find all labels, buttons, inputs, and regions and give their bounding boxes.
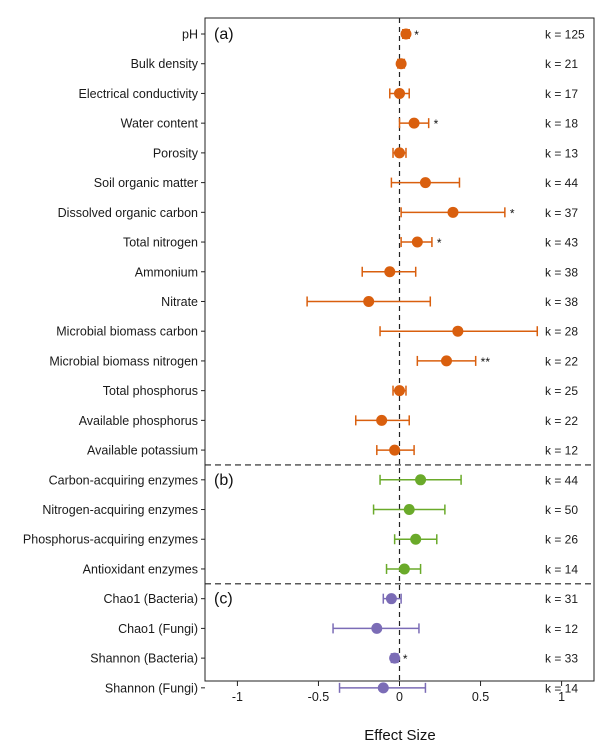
sample-size-label: k = 43: [545, 236, 578, 250]
significance-marker: *: [434, 117, 439, 131]
effect-point: [398, 563, 410, 575]
row-label: Dissolved organic carbon: [58, 206, 198, 220]
row-label: Available potassium: [87, 444, 198, 458]
row-label: Total phosphorus: [103, 384, 198, 398]
panel-label: (c): [214, 591, 233, 608]
effect-point: [394, 147, 405, 159]
significance-marker: *: [437, 236, 442, 250]
effect-point: [410, 533, 422, 545]
sample-size-label: k = 18: [545, 117, 578, 131]
x-tick-label: 0: [396, 690, 403, 704]
sample-size-label: k = 26: [545, 533, 578, 547]
row-label: Microbial biomass nitrogen: [49, 354, 198, 368]
x-tick-label: 1: [558, 690, 565, 704]
row-label: Available phosphorus: [79, 414, 198, 428]
effect-point: [376, 414, 388, 426]
sample-size-label: k = 17: [545, 87, 578, 101]
row-label: Carbon-acquiring enzymes: [49, 473, 198, 487]
row-label: Nitrate: [161, 295, 198, 309]
effect-point: [447, 206, 459, 218]
row-label: Chao1 (Fungi): [118, 622, 198, 636]
effect-point: [371, 622, 383, 634]
effect-point: [394, 87, 405, 99]
row-label: Antioxidant enzymes: [83, 562, 198, 576]
sample-size-label: k = 125: [545, 28, 585, 42]
sample-size-label: k = 25: [545, 384, 578, 398]
effect-point: [385, 593, 397, 605]
sample-size-label: k = 22: [545, 414, 578, 428]
effect-point: [408, 117, 420, 129]
sample-size-label: k = 33: [545, 652, 578, 666]
x-tick-label: -0.5: [308, 690, 330, 704]
row-label: Nitrogen-acquiring enzymes: [42, 503, 198, 517]
sample-size-label: k = 14: [545, 681, 578, 695]
x-tick-label: -1: [232, 690, 243, 704]
significance-marker: **: [481, 355, 491, 369]
sample-size-label: k = 12: [545, 444, 578, 458]
row-label: Water content: [121, 117, 199, 131]
sample-size-label: k = 38: [545, 295, 578, 309]
sample-size-label: k = 22: [545, 354, 578, 368]
effect-point: [377, 682, 389, 694]
row-label: Bulk density: [131, 57, 199, 71]
row-label: Shannon (Bacteria): [90, 652, 198, 666]
row-label: Total nitrogen: [123, 236, 198, 250]
row-label: Porosity: [153, 146, 199, 160]
effect-point: [395, 58, 407, 70]
effect-point: [400, 28, 412, 40]
row-label: Chao1 (Bacteria): [104, 592, 199, 606]
significance-marker: *: [414, 28, 419, 42]
panel-label: (b): [214, 472, 234, 489]
sample-size-label: k = 28: [545, 325, 578, 339]
significance-marker: *: [510, 206, 515, 220]
x-axis-title: Effect Size: [364, 727, 435, 744]
sample-size-label: k = 12: [545, 622, 578, 636]
sample-size-label: k = 44: [545, 176, 578, 190]
effect-point: [419, 177, 431, 189]
row-label: Electrical conductivity: [79, 87, 199, 101]
sample-size-label: k = 38: [545, 265, 578, 279]
effect-point: [452, 325, 464, 337]
effect-point: [384, 266, 396, 278]
row-label: Microbial biomass carbon: [56, 325, 198, 339]
effect-point: [389, 652, 401, 664]
effect-point: [389, 444, 401, 456]
significance-marker: *: [403, 652, 408, 666]
sample-size-label: k = 31: [545, 592, 578, 606]
effect-point: [394, 385, 405, 397]
row-label: pH: [182, 28, 198, 42]
sample-size-label: k = 14: [545, 562, 578, 576]
effect-point: [415, 474, 427, 486]
sample-size-label: k = 21: [545, 57, 578, 71]
row-label: Phosphorus-acquiring enzymes: [23, 533, 198, 547]
panel-label: (a): [214, 26, 234, 43]
effect-point: [403, 504, 415, 516]
sample-size-label: k = 44: [545, 473, 578, 487]
effect-point: [363, 295, 375, 307]
row-label: Shannon (Fungi): [105, 681, 198, 695]
effect-point: [441, 355, 453, 367]
sample-size-label: k = 13: [545, 146, 578, 160]
row-label: Ammonium: [135, 265, 198, 279]
row-label: Soil organic matter: [94, 176, 198, 190]
sample-size-label: k = 50: [545, 503, 578, 517]
x-tick-label: 0.5: [472, 690, 489, 704]
sample-size-label: k = 37: [545, 206, 578, 220]
effect-point: [411, 236, 423, 248]
